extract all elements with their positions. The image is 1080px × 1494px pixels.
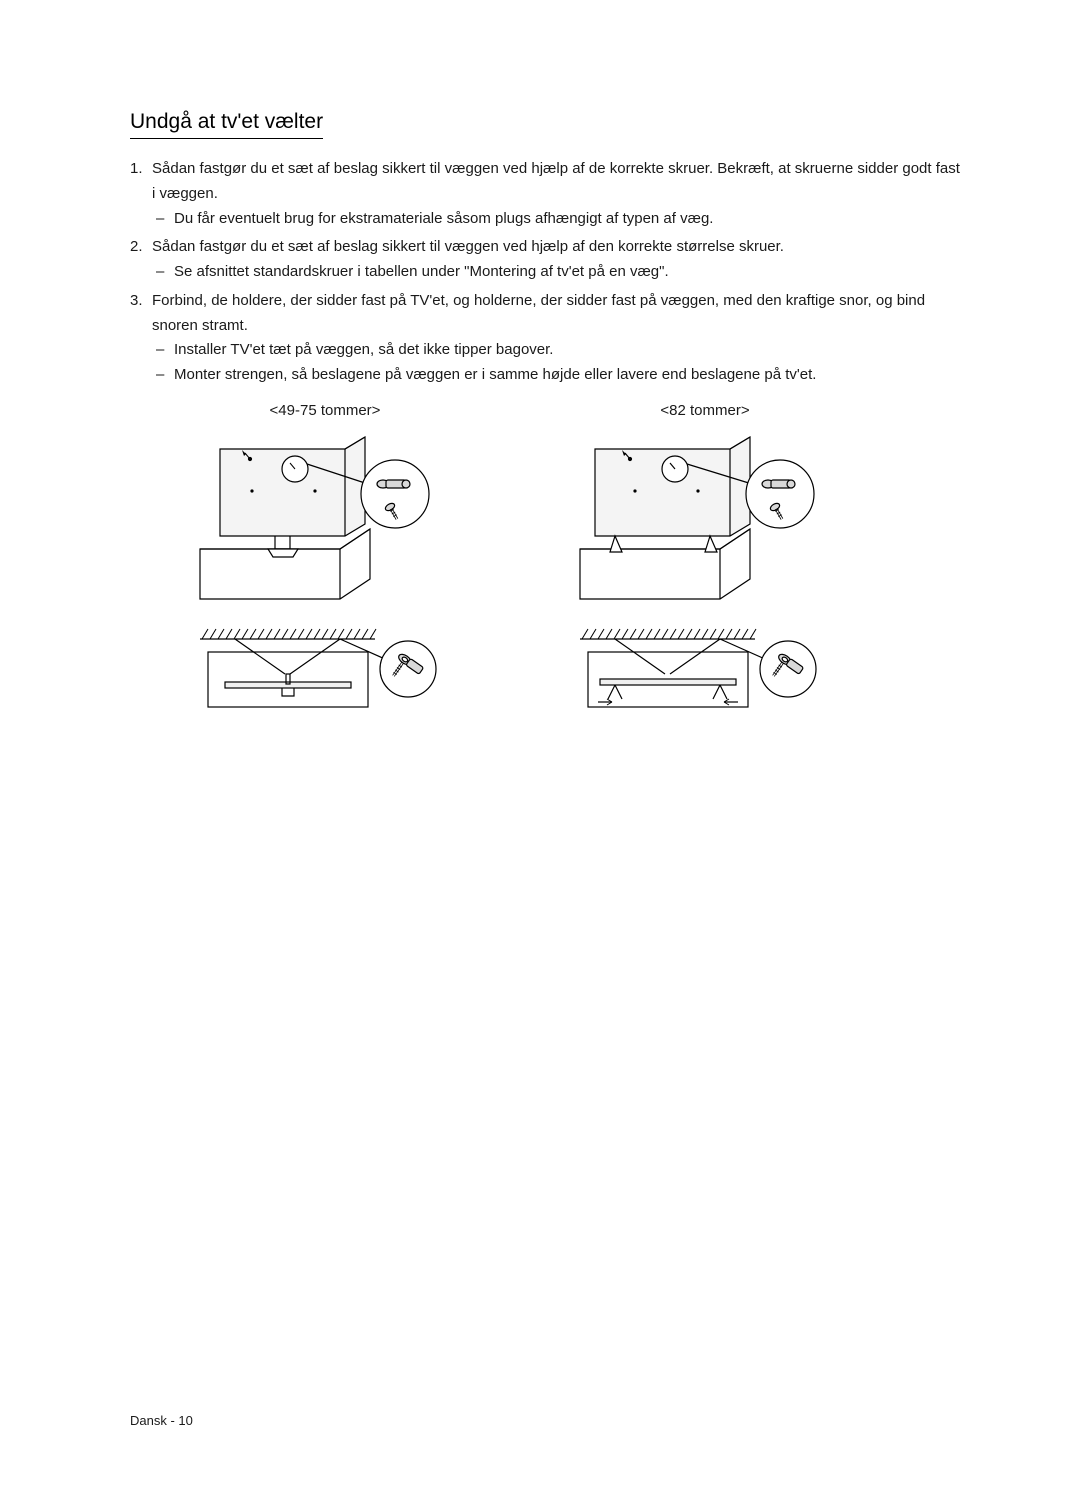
diagram-label-left: <49-75 tommer> (270, 402, 381, 419)
tv-stand-diagram-large-icon (570, 429, 840, 604)
instruction-text: Forbind, de holdere, der sidder fast på … (152, 292, 925, 334)
diagram-left-column: <49-75 tommer> (190, 402, 460, 724)
instruction-item: Sådan fastgør du et sæt af beslag sikker… (152, 235, 960, 285)
sub-item: Du får eventuelt brug for ekstramaterial… (174, 207, 960, 232)
sub-item: Se afsnittet standardskruer i tabellen u… (174, 260, 960, 285)
instruction-item: Forbind, de holdere, der sidder fast på … (152, 289, 960, 388)
sub-item: Monter strengen, så beslagene på væggen … (174, 363, 960, 388)
sub-list: Installer TV'et tæt på væggen, så det ik… (152, 338, 960, 388)
topdown-tether-diagram-icon (190, 624, 460, 724)
tv-stand-diagram-icon (190, 429, 460, 604)
instruction-item: Sådan fastgør du et sæt af beslag sikker… (152, 157, 960, 231)
manual-page: Undgå at tv'et vælter Sådan fastgør du e… (0, 0, 1080, 784)
topdown-tether-diagram-large-icon (570, 624, 840, 724)
diagram-right-column: <82 tommer> (570, 402, 840, 724)
section-heading: Undgå at tv'et vælter (130, 110, 323, 139)
sub-list: Du får eventuelt brug for ekstramaterial… (152, 207, 960, 232)
diagram-label-right: <82 tommer> (660, 402, 749, 419)
diagram-row: <49-75 tommer> (130, 402, 960, 724)
sub-item: Installer TV'et tæt på væggen, så det ik… (174, 338, 960, 363)
instruction-list: Sådan fastgør du et sæt af beslag sikker… (130, 157, 960, 388)
instruction-text: Sådan fastgør du et sæt af beslag sikker… (152, 238, 784, 255)
sub-list: Se afsnittet standardskruer i tabellen u… (152, 260, 960, 285)
page-footer: Dansk - 10 (130, 1413, 193, 1428)
instruction-text: Sådan fastgør du et sæt af beslag sikker… (152, 160, 960, 202)
